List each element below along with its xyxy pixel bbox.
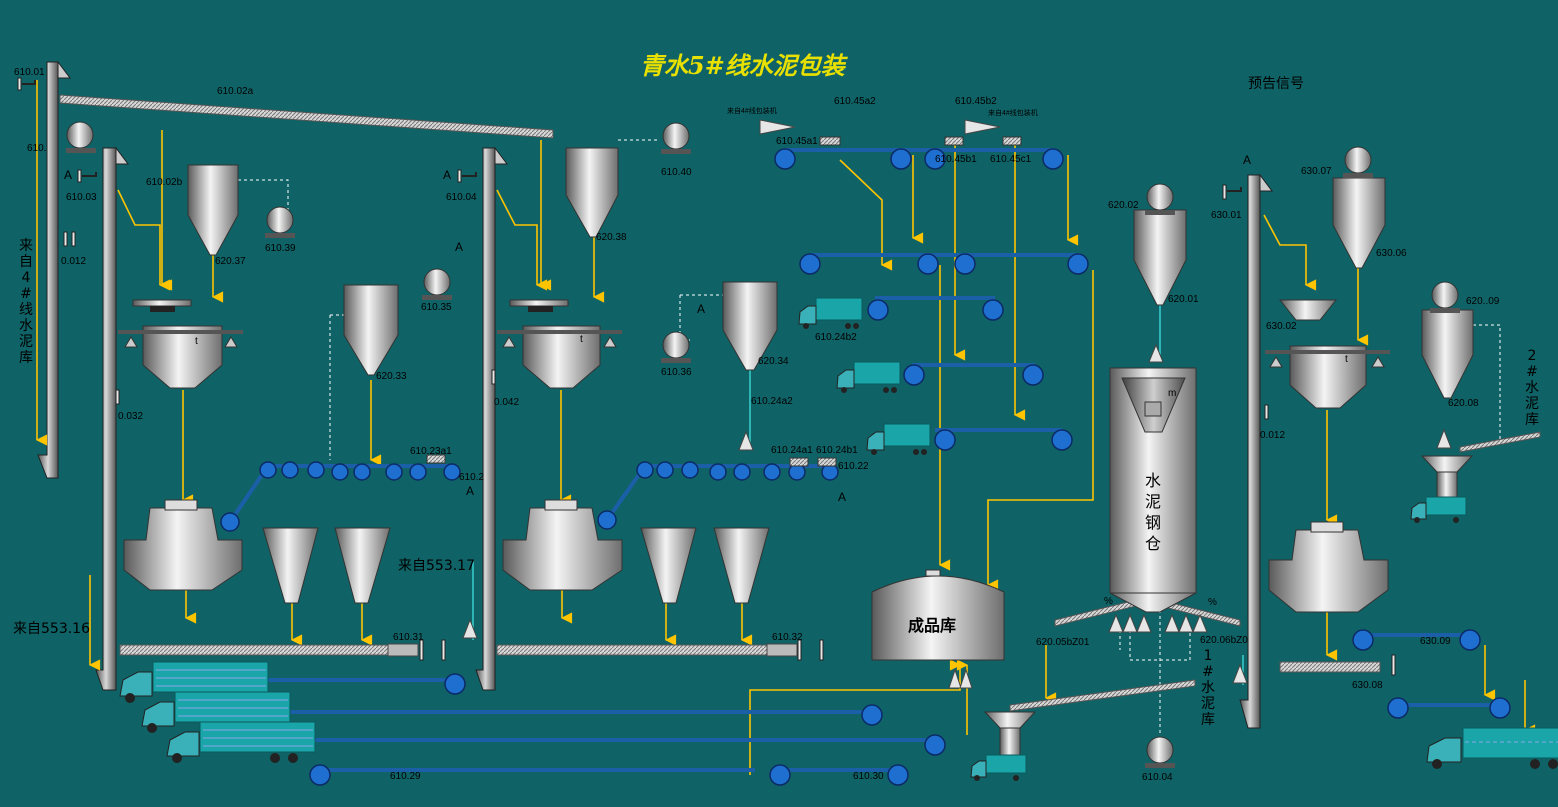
marker-a-3: A <box>455 240 464 254</box>
tag-610-31: 610.31 <box>393 632 424 643</box>
feed-lines <box>35 80 1536 775</box>
air-slides <box>462 119 1452 689</box>
marker-a-1: A <box>64 168 73 182</box>
tag-610-45a1: 610.45a1 <box>776 136 818 147</box>
from-55317-label: 来自553.17 <box>398 558 475 574</box>
scale-mark-3: t <box>1345 354 1348 365</box>
tag-610-45c1: 610.45c1 <box>990 154 1032 165</box>
tag-620-33: 620.33 <box>376 371 407 382</box>
marker-a-6: A <box>838 490 847 504</box>
tag-610-03: 610.03 <box>66 192 97 203</box>
tag-610-29: 610.29 <box>390 771 421 782</box>
tag-630-02: 630.02 <box>1266 321 1297 332</box>
tag-610-01: 610.01 <box>14 67 45 78</box>
tag-610-04-bottom: 610.04 <box>1142 772 1173 783</box>
tag-620-06bz0: 620.06bZ0 <box>1200 635 1248 646</box>
tag-610-45a2: 610.45a2 <box>834 96 876 107</box>
tag-610-04: 610.04 <box>446 192 477 203</box>
finished-warehouse-label: 成品库 <box>908 616 957 635</box>
scale-mark-2: t <box>580 334 583 345</box>
tag-610-02a: 610.02a <box>217 86 254 97</box>
marker-a-2: A <box>443 168 452 182</box>
tag-610-32: 610.32 <box>772 632 803 643</box>
warning-signal-label[interactable]: 预告信号 <box>1248 76 1304 92</box>
pct-left: % <box>1104 596 1113 607</box>
scale-mark-1: t <box>195 336 198 347</box>
tag-610-02b: 610.02b <box>146 177 183 188</box>
tag-620-37: 620.37 <box>215 256 246 267</box>
hoppers <box>187 147 1474 399</box>
gate-valves[interactable] <box>426 136 1022 467</box>
tag-610-45b2: 610.45b2 <box>955 96 997 107</box>
blowers[interactable] <box>66 121 1460 768</box>
control-lines <box>238 139 1501 735</box>
tag-620-02: 620.02 <box>1108 200 1139 211</box>
tag-610-39: 610.39 <box>265 243 296 254</box>
tag-610-2: 610.2 <box>459 472 485 483</box>
small-packers <box>983 455 1474 759</box>
tag-610-23a1: 610.23a1 <box>410 446 452 457</box>
rotary-packers <box>123 499 1389 613</box>
finished-warehouse <box>871 569 1005 661</box>
tag-620-09: 620..09 <box>1466 296 1500 307</box>
tag-620-38: 620.38 <box>596 232 627 243</box>
tag-610-24b2: 610.24b2 <box>815 332 857 343</box>
tag-610-45b1: 610.45b1 <box>935 154 977 165</box>
motor-switches[interactable] <box>17 77 1396 676</box>
marker-a-4: A <box>697 302 706 316</box>
tag-610-24a2: 610.24a2 <box>751 396 793 407</box>
tag-610-24a1: 610.24a1 <box>771 445 813 456</box>
funnel-hoppers <box>262 527 770 604</box>
tag-620-34: 620.34 <box>758 356 789 367</box>
tag-610-35: 610.35 <box>421 302 452 313</box>
tag-620-05bz01: 620.05bZ01 <box>1036 637 1090 648</box>
elevator-columns <box>37 60 1273 729</box>
silo-level-mark: m <box>1168 388 1177 399</box>
pct-right: % <box>1208 597 1217 608</box>
tag-0-032: 0.032 <box>118 411 144 422</box>
tag-0-012-right: 0.012 <box>1260 430 1286 441</box>
belt-conveyors[interactable] <box>228 148 1505 772</box>
tag-610-22: 610.22 <box>838 461 869 472</box>
tag-630-01: 630.01 <box>1211 210 1242 221</box>
tag-610-36: 610.36 <box>661 367 692 378</box>
cement-silo-label: 水泥钢仓 <box>1144 471 1161 553</box>
from-line4-label: 来自4#线水泥库 <box>19 238 33 366</box>
marker-a-5: A <box>466 484 475 498</box>
cement1-label: 1#水泥库 <box>1201 648 1215 728</box>
tag-610-02: 610. <box>27 143 47 154</box>
from-line4-packer-label-2: 来自4#线包装机 <box>988 110 1038 117</box>
tag-0-012: 0.012 <box>61 256 87 267</box>
trucks <box>119 297 1558 781</box>
tag-630-08: 630.08 <box>1352 680 1383 691</box>
weigh-hoppers <box>118 299 1390 409</box>
tag-620-08: 620.08 <box>1448 398 1479 409</box>
tag-610-30: 610.30 <box>853 771 884 782</box>
tag-630-09: 630.09 <box>1420 636 1451 647</box>
top-screw-conveyor[interactable] <box>59 94 554 139</box>
marker-a-7: A <box>1243 153 1252 167</box>
tag-0-042: 0.042 <box>494 397 520 408</box>
belt-pulleys[interactable] <box>220 148 1511 786</box>
tag-630-06: 630.06 <box>1376 248 1407 259</box>
cement-steel-silo <box>1109 367 1197 613</box>
page-title: 青水5#线水泥包装 <box>640 51 845 80</box>
cement2-label: 2#水泥库 <box>1525 348 1539 428</box>
from-line4-packer-label-1: 来自4#线包装机 <box>727 108 777 115</box>
tag-620-01: 620.01 <box>1168 294 1199 305</box>
screw-conveyors[interactable] <box>119 431 1541 712</box>
tag-610-24b1: 610.24b1 <box>816 445 858 456</box>
from-55316-label: 来自553.16 <box>13 621 90 637</box>
tag-630-07: 630.07 <box>1301 166 1332 177</box>
tag-610-40: 610.40 <box>661 167 692 178</box>
